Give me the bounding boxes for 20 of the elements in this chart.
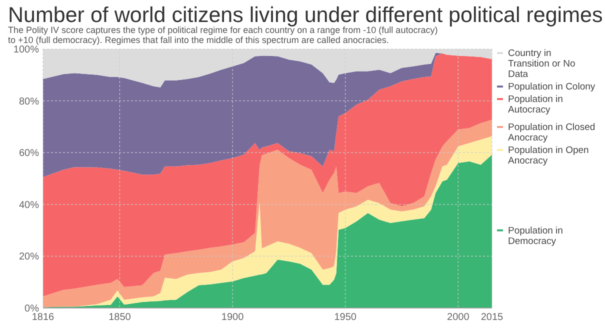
x-tick-label: 2015 [480, 312, 504, 323]
y-tick-label: 60% [18, 148, 40, 160]
y-tick-label: 40% [18, 200, 40, 211]
y-tick-label: 20% [18, 252, 40, 263]
y-tick-label: 0% [24, 304, 40, 314]
y-tick-label: 100% [13, 44, 40, 56]
legend-label: Country in Transition or No Data [508, 48, 576, 80]
legend-label: Population in Autocracy [508, 94, 563, 116]
legend-label: Population in Colony [508, 82, 596, 93]
x-tick-label: 1950 [334, 312, 357, 323]
x-tick-label: 1816 [32, 312, 55, 323]
legend-label: Population in Democracy [508, 225, 563, 247]
chart-subtitle: The Polity IV score captures the type of political regime for each country on a range from -10 (full autocracy) to +10 (full democracy). Regimes that fall into the middle of this spectrum are called anocracies. [8, 25, 438, 45]
legend-label: Population in Closed Anocracy [508, 122, 596, 144]
x-tick-label: 1850 [108, 312, 132, 323]
y-tick-label: 80% [18, 96, 40, 108]
chart-title: Number of world citizens living under different political regimes [8, 3, 603, 27]
legend-label: Population in Open Anocracy [508, 144, 589, 166]
x-tick-label: 1900 [221, 312, 244, 323]
x-tick-label: 2000 [447, 312, 470, 323]
